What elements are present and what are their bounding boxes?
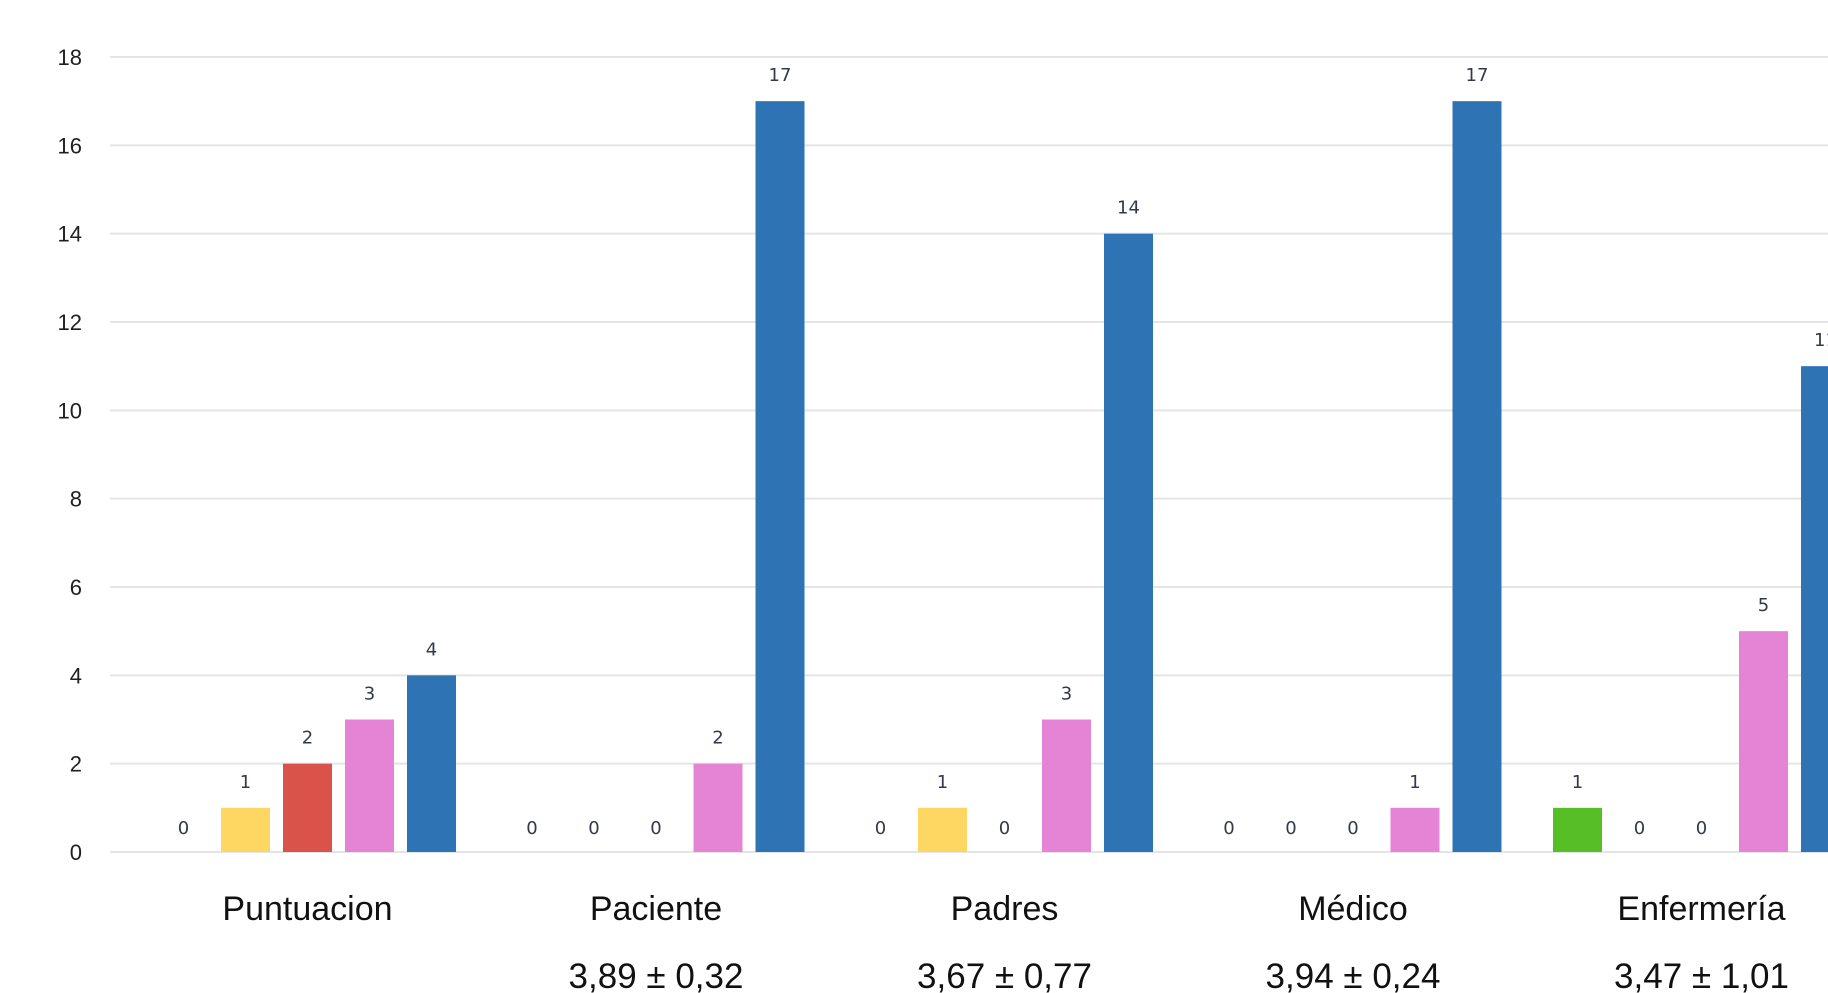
data-label: 4 — [426, 639, 437, 660]
bar — [755, 101, 805, 852]
data-label: 17 — [1466, 65, 1489, 86]
y-tick-label: 16 — [58, 133, 82, 158]
data-label: 0 — [1285, 818, 1296, 839]
data-label: 2 — [302, 728, 313, 749]
data-label: 0 — [1347, 818, 1358, 839]
category-label: Puntuacion — [222, 890, 392, 928]
data-label: 0 — [588, 818, 599, 839]
data-label: 0 — [875, 818, 886, 839]
bar — [283, 763, 332, 852]
y-tick-label: 2 — [70, 752, 82, 777]
category-label: Médico — [1298, 890, 1408, 928]
category-label: Padres — [951, 890, 1059, 928]
data-label: 17 — [769, 65, 792, 86]
bar — [1390, 807, 1440, 852]
data-label: 1 — [240, 772, 251, 793]
data-label: 5 — [1758, 595, 1769, 616]
data-label: 0 — [1223, 818, 1234, 839]
data-label: 0 — [526, 818, 537, 839]
bar — [1452, 101, 1502, 852]
data-label: 3 — [364, 684, 375, 705]
data-label: 0 — [650, 818, 661, 839]
y-tick-label: 14 — [58, 222, 82, 247]
y-tick-label: 8 — [70, 487, 82, 512]
data-label: 1 — [1572, 772, 1583, 793]
category-stat-label: 3,94 ± 0,24 — [1266, 957, 1441, 993]
data-label: 0 — [1696, 818, 1707, 839]
data-label: 11 — [1814, 330, 1828, 351]
y-tick-label: 4 — [70, 663, 82, 688]
y-tick-label: 6 — [70, 575, 82, 600]
bar — [693, 763, 743, 852]
category-label: Paciente — [590, 890, 722, 928]
bar — [407, 675, 456, 852]
category-stat-label: 3,67 ± 0,77 — [917, 957, 1092, 993]
y-tick-label: 12 — [58, 310, 82, 335]
data-label: 1 — [937, 772, 948, 793]
y-tick-label: 18 — [58, 45, 82, 70]
data-label: 0 — [178, 818, 189, 839]
data-label: 1 — [1409, 772, 1420, 793]
data-label: 3 — [1061, 684, 1072, 705]
bar — [1104, 233, 1153, 852]
y-tick-label: 10 — [58, 398, 82, 423]
category-stat-label: 3,89 ± 0,32 — [569, 957, 744, 993]
data-label: 0 — [1634, 818, 1645, 839]
category-label: Enfermería — [1617, 890, 1785, 928]
data-label: 2 — [712, 728, 723, 749]
bar — [345, 719, 394, 852]
data-label: 14 — [1117, 198, 1140, 219]
bar — [1553, 807, 1602, 852]
data-label: 0 — [999, 818, 1010, 839]
y-tick-label: 0 — [70, 840, 82, 865]
category-stat-label: 3,47 ± 1,01 — [1614, 957, 1789, 993]
bar — [1042, 719, 1091, 852]
bar — [221, 807, 270, 852]
bar — [1801, 366, 1828, 852]
bar — [918, 807, 967, 852]
bar — [1739, 631, 1788, 852]
